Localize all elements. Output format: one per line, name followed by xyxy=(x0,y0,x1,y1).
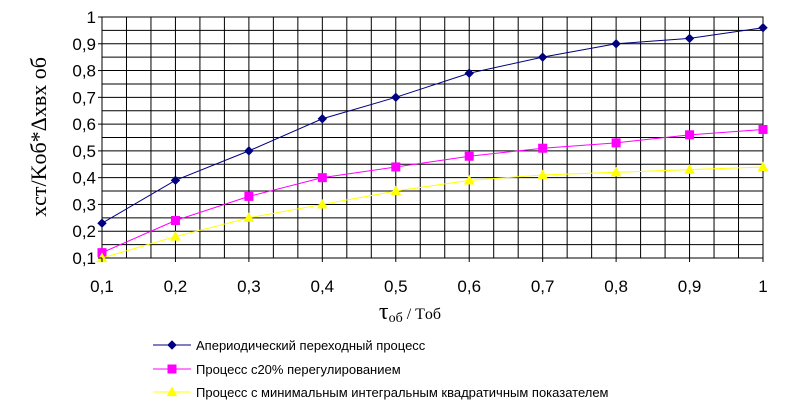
x-tick-label: 0,6 xyxy=(457,277,481,296)
y-tick-label: 0,7 xyxy=(72,88,96,107)
series-diamond xyxy=(97,23,768,228)
x-axis-label-sub: об xyxy=(389,311,403,326)
x-axis-label: τоб / Tоб xyxy=(379,299,441,326)
data-point xyxy=(758,23,768,33)
data-point xyxy=(390,185,402,196)
x-tick-label: 0,7 xyxy=(531,277,555,296)
data-point xyxy=(243,212,255,222)
legend-marker xyxy=(167,364,177,374)
y-tick-label: 0,9 xyxy=(72,35,96,54)
series-square xyxy=(97,124,768,258)
series-line xyxy=(101,166,764,259)
series-triangle xyxy=(96,161,769,263)
x-tick-label: 0,3 xyxy=(237,277,261,296)
plot-area xyxy=(101,16,764,259)
legend-item: Апериодический переходный процесс xyxy=(153,338,426,353)
data-point xyxy=(317,173,327,183)
x-tick-label: 0,5 xyxy=(384,277,408,296)
legend-label: Процесс с минимальным интегральным квадр… xyxy=(196,385,609,400)
data-point xyxy=(758,124,768,134)
legend-item: Процесс с20% перегулированием xyxy=(153,362,401,377)
legend-label: Процесс с20% перегулированием xyxy=(196,362,401,377)
data-point xyxy=(684,33,695,44)
data-point xyxy=(611,138,621,148)
data-point xyxy=(464,68,474,78)
data-point xyxy=(538,143,548,153)
x-axis-label-rest: / Tоб xyxy=(403,306,441,323)
series-line xyxy=(101,128,764,254)
x-axis-ticks: 0,1 0,2 0,3 0,4 0,5 0,6 0,7 0,8 0,9 1 xyxy=(90,258,768,296)
data-point xyxy=(463,174,475,185)
data-point xyxy=(170,231,181,241)
x-tick-label: 1 xyxy=(758,277,767,296)
data-point xyxy=(391,162,401,172)
data-point xyxy=(537,52,548,62)
x-axis-label-main: τ xyxy=(379,299,389,325)
y-axis-label: xст/Kоб*Δxвх об xyxy=(26,57,51,217)
data-point xyxy=(757,161,769,172)
series-layer xyxy=(96,23,769,263)
data-point xyxy=(537,169,549,180)
y-tick-label: 0,8 xyxy=(72,62,96,81)
y-tick-label: 0,3 xyxy=(72,195,96,214)
data-point xyxy=(684,164,695,174)
legend-item: Процесс с минимальным интегральным квадр… xyxy=(153,385,609,400)
legend-marker xyxy=(167,340,177,350)
x-tick-label: 0,9 xyxy=(678,277,702,296)
legend: Апериодический переходный процесс Процесс… xyxy=(153,338,609,400)
data-point xyxy=(391,92,401,103)
legend-label: Апериодический переходный процесс xyxy=(196,338,426,353)
x-tick-label: 0,8 xyxy=(604,277,628,296)
x-tick-label: 0,2 xyxy=(164,277,188,296)
data-point xyxy=(464,151,474,161)
data-point xyxy=(244,191,254,201)
data-point xyxy=(610,166,622,177)
data-point xyxy=(170,216,180,226)
y-tick-label: 0,6 xyxy=(72,115,96,134)
x-tick-label: 0,1 xyxy=(90,277,114,296)
legend-marker xyxy=(166,386,178,397)
data-point xyxy=(244,146,254,156)
y-axis-ticks: 0,1 0,2 0,3 0,4 0,5 0,6 0,7 0,8 0,9 1 xyxy=(72,8,102,268)
data-point xyxy=(611,39,621,49)
data-point xyxy=(316,198,328,209)
data-point xyxy=(685,130,695,140)
y-tick-label: 0,4 xyxy=(72,169,96,188)
data-point xyxy=(170,175,181,186)
y-tick-label: 0,2 xyxy=(72,222,96,241)
y-tick-label: 0,1 xyxy=(72,249,96,268)
data-point xyxy=(317,114,328,124)
x-tick-label: 0,4 xyxy=(311,277,335,296)
data-point xyxy=(97,218,107,228)
y-tick-label: 1 xyxy=(87,8,96,27)
series-line xyxy=(101,27,764,224)
y-tick-label: 0,5 xyxy=(72,142,96,161)
